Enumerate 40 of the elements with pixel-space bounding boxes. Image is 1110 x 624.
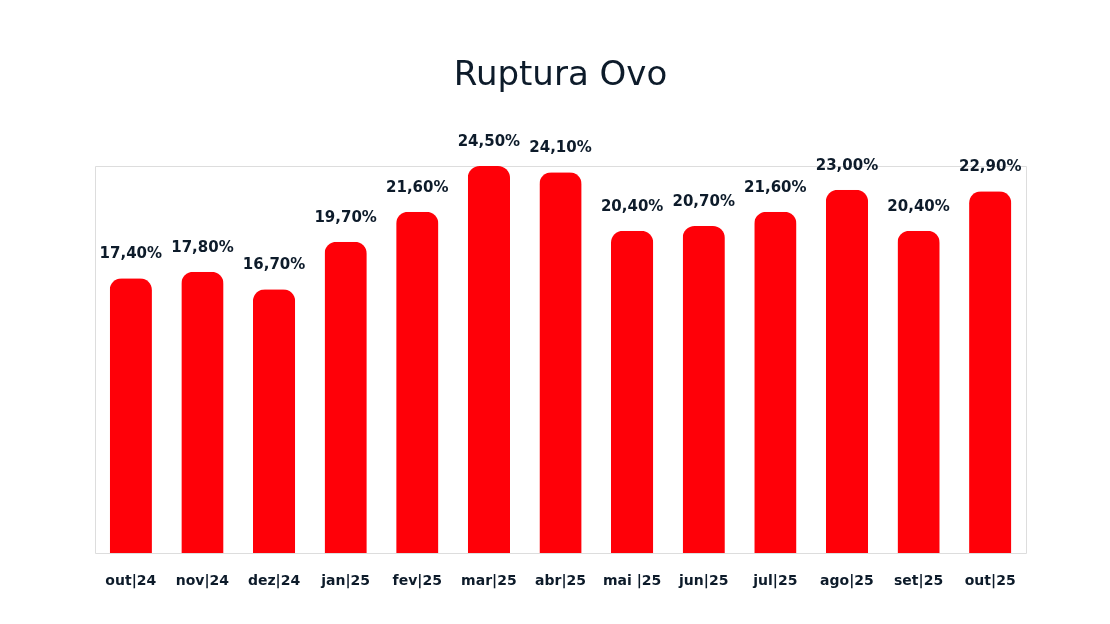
bar bbox=[682, 226, 725, 553]
data-label: 17,40% bbox=[99, 244, 163, 263]
bar bbox=[825, 189, 869, 553]
x-tick-label: nov|24 bbox=[175, 571, 230, 589]
x-tick-label: dez|24 bbox=[247, 571, 301, 589]
bar bbox=[252, 289, 296, 553]
x-tick-label: jan|25 bbox=[320, 571, 371, 589]
data-label: 20,70% bbox=[672, 192, 735, 211]
data-label: 17,80% bbox=[171, 237, 234, 256]
x-tick-label: ago|25 bbox=[820, 571, 874, 589]
data-label: 23,00% bbox=[815, 155, 879, 174]
data-label: 24,50% bbox=[457, 132, 521, 150]
data-label: 16,70% bbox=[242, 255, 306, 274]
x-tick-label: out|24 bbox=[105, 571, 157, 589]
bar bbox=[181, 271, 224, 553]
bar bbox=[109, 278, 152, 553]
bar bbox=[396, 211, 439, 553]
x-tick-label: mai |25 bbox=[602, 571, 662, 589]
data-label: 19,70% bbox=[314, 207, 377, 226]
data-label: 21,60% bbox=[386, 177, 449, 196]
bar bbox=[754, 211, 797, 553]
bar bbox=[539, 172, 582, 553]
bar bbox=[324, 241, 367, 553]
bar bbox=[610, 230, 654, 553]
bar bbox=[467, 166, 511, 553]
x-tick-label: jun|25 bbox=[678, 571, 729, 589]
data-label: 21,60% bbox=[744, 177, 807, 196]
data-label: 22,90% bbox=[958, 157, 1022, 176]
data-label: 20,40% bbox=[887, 196, 950, 215]
bar bbox=[897, 230, 940, 553]
bar bbox=[969, 191, 1012, 553]
x-tick-label: jul|25 bbox=[752, 571, 798, 589]
data-label: 20,40% bbox=[600, 196, 664, 215]
x-tick-label: set|25 bbox=[894, 571, 944, 589]
data-label: 24,10% bbox=[529, 138, 592, 157]
x-tick-label: mar|25 bbox=[461, 571, 517, 589]
x-tick-label: fev|25 bbox=[392, 571, 442, 589]
x-tick-label: abr|25 bbox=[535, 571, 586, 589]
chart-title: Ruptura Ovo bbox=[453, 53, 668, 93]
x-tick-label: out|25 bbox=[964, 571, 1016, 589]
